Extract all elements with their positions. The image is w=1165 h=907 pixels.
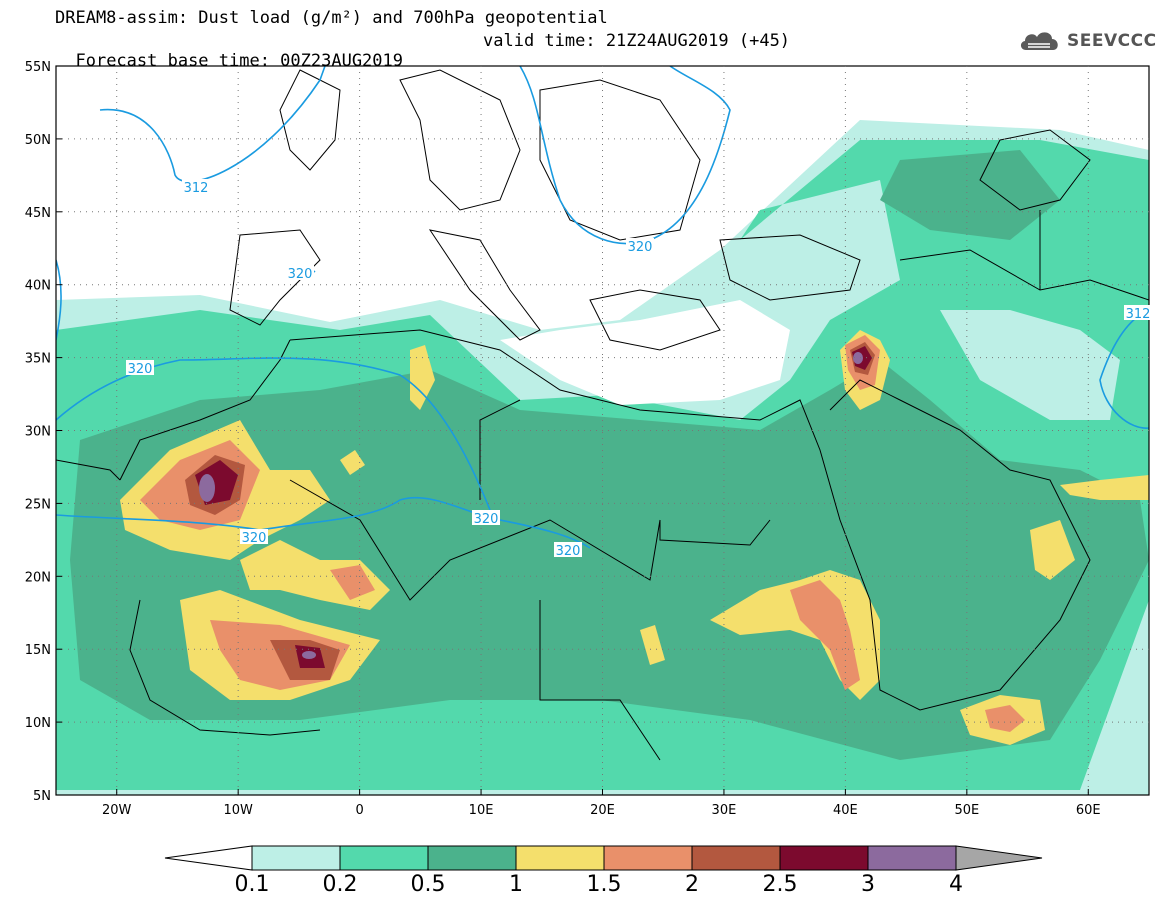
contour-label: 320	[628, 240, 653, 255]
contour-label-bg	[554, 542, 582, 557]
contour-label: 312	[1126, 307, 1151, 322]
colorbar-segment	[515, 845, 605, 871]
lat-label: 20N	[25, 570, 51, 585]
clear-sky-east	[940, 310, 1120, 420]
contour-label: 320	[556, 544, 581, 559]
lon-label: 10E	[469, 803, 494, 818]
contour-label: 320	[128, 362, 153, 377]
contour-label: 320	[474, 512, 499, 527]
contour-label-bg	[182, 179, 210, 194]
dust-level-3-sahel	[302, 651, 316, 659]
dust-level-3-iraq	[853, 352, 863, 364]
lat-label: 50N	[25, 133, 51, 148]
dust-level-3-west	[199, 474, 215, 502]
contour-label: 320	[242, 531, 267, 546]
contour-320-south	[56, 496, 591, 549]
lon-label: 20E	[590, 803, 615, 818]
contour-312-west	[99, 66, 326, 183]
lat-label: 5N	[33, 789, 51, 804]
contour-label: 312	[184, 181, 209, 196]
lon-label: 10W	[223, 803, 253, 818]
lon-label: 60E	[1076, 803, 1101, 818]
coastlines	[56, 69, 1149, 761]
dust-level-1-gulf	[1060, 475, 1149, 500]
contour-label-bg	[286, 265, 314, 280]
lon-label: 50E	[954, 803, 979, 818]
colorbar-over-arrow	[955, 845, 1043, 871]
lon-label: 0	[355, 803, 363, 818]
lat-label: 40N	[25, 279, 51, 294]
contour-labels: 312 320 320 320 320 320 320 312	[126, 179, 1152, 559]
lat-label: 30N	[25, 425, 51, 440]
contour-label-bg	[626, 238, 654, 253]
geopotential-contours	[56, 66, 1149, 549]
dust-level-1-spot-b	[340, 450, 365, 475]
valid-time: valid time: 21Z24AUG2019 (+45)	[483, 31, 791, 51]
dust-level-1.5-center	[330, 565, 375, 600]
map-title: DREAM8-assim: Dust load (g/m²) and 700hP…	[55, 8, 608, 28]
colorbar-label: 1.5	[586, 872, 622, 897]
colorbar-segment	[691, 845, 781, 871]
contour-320-west	[56, 357, 491, 511]
lat-label: 55N	[25, 60, 51, 75]
contour-label: 320	[288, 267, 313, 282]
contour-label-bg	[1124, 305, 1152, 320]
lat-label: 35N	[25, 352, 51, 367]
seevccc-logo: SEEVCCC	[1018, 26, 1157, 56]
colorbar-label: 2	[685, 872, 699, 897]
contour-320-left	[56, 259, 62, 341]
lon-label: 20W	[102, 803, 132, 818]
dust-level-1-oman	[1030, 520, 1075, 580]
axis-labels: 20W 10W 0 10E 20E 30E 40E 50E 60E 55N 50N 45N 40N 35N…	[25, 60, 1101, 818]
logo-text: SEEVCCC	[1067, 31, 1157, 51]
lat-lon-grid	[56, 65, 1149, 796]
colorbar-segment	[251, 845, 341, 871]
dust-level-0.5-north	[880, 150, 1060, 240]
colorbar-segment	[339, 845, 429, 871]
contour-label-bg	[240, 529, 268, 544]
colorbar-label: 4	[949, 872, 963, 897]
colorbar-segment	[867, 845, 957, 871]
lon-label: 30E	[712, 803, 737, 818]
cloud-icon	[1020, 32, 1058, 50]
lat-label: 25N	[25, 497, 51, 512]
colorbar-segment	[603, 845, 693, 871]
colorbar-label: 1	[509, 872, 523, 897]
dust-level-1.5-sudan	[790, 580, 860, 690]
colorbar-label: 0.2	[322, 872, 358, 897]
colorbar-label: 0.1	[234, 872, 270, 897]
colorbar-label: 2.5	[762, 872, 798, 897]
lat-label: 10N	[25, 716, 51, 731]
contour-label-bg	[472, 510, 500, 525]
colorbar-segment	[427, 845, 517, 871]
colorbar-label: 0.5	[410, 872, 446, 897]
dust-level-1-spot-c	[640, 625, 665, 665]
contour-312-east	[1099, 309, 1149, 429]
contour-label-bg	[126, 360, 154, 375]
lon-label: 40E	[833, 803, 858, 818]
colorbar-label: 3	[861, 872, 875, 897]
colorbar	[164, 845, 1043, 871]
lat-label: 15N	[25, 643, 51, 658]
dust-level-1.5-somalia	[985, 705, 1025, 732]
dust-field	[56, 66, 1149, 795]
lat-label: 45N	[25, 206, 51, 221]
colorbar-under-arrow	[164, 845, 253, 871]
colorbar-segment	[779, 845, 869, 871]
dust-level-1-spot-a	[410, 345, 435, 410]
